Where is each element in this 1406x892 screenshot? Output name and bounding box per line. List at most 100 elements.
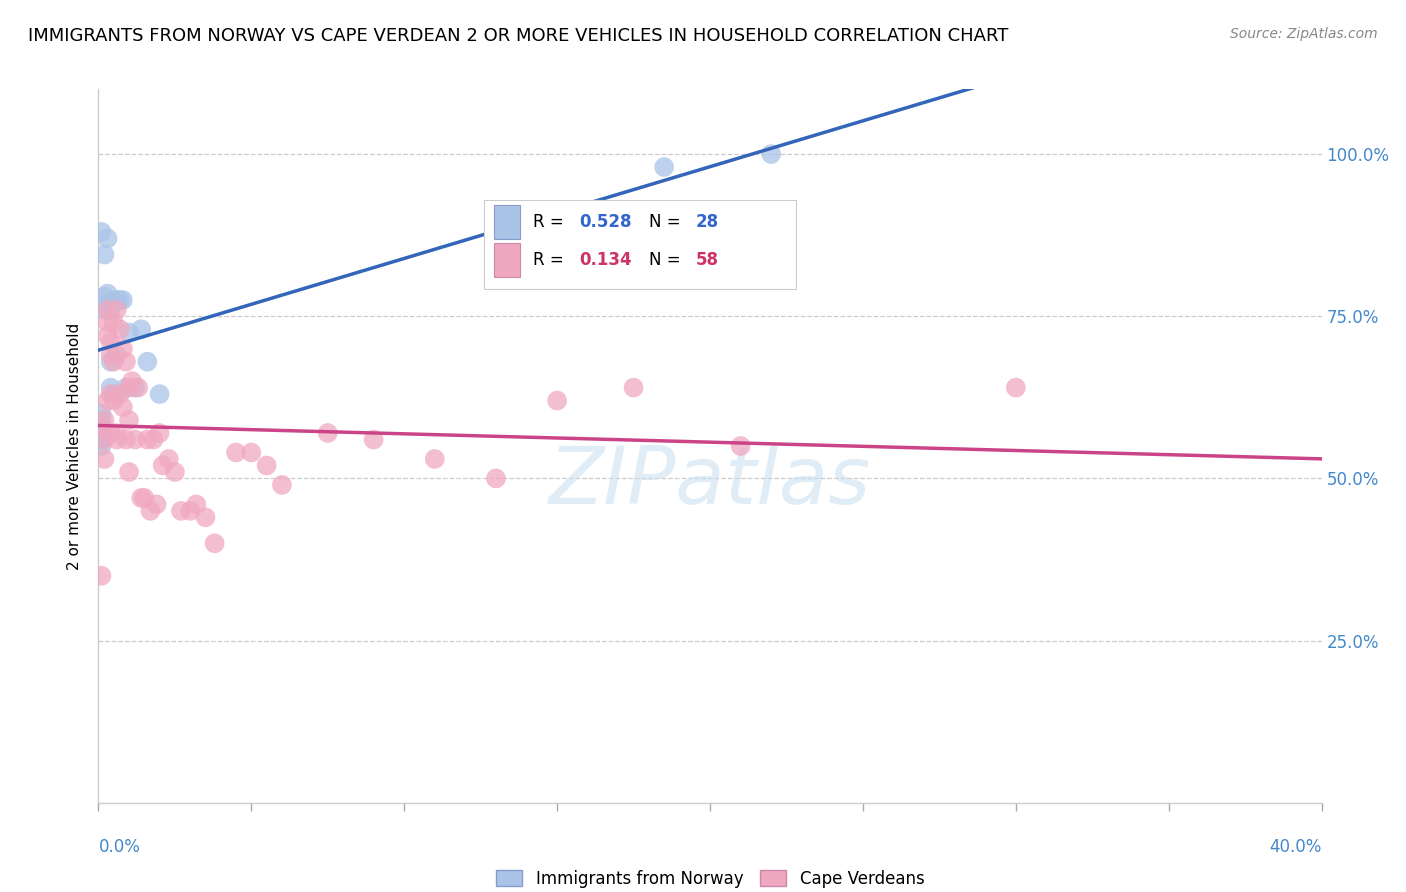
Point [90, 439, 112, 453]
Text: 40.0%: 40.0% [1270, 838, 1322, 856]
Point [124, 433, 146, 447]
Point [105, 433, 128, 447]
Point [105, 348, 128, 362]
Text: 28: 28 [696, 213, 718, 231]
Point [93, 452, 115, 467]
Point [103, 316, 125, 330]
Point [136, 433, 159, 447]
Point [97, 328, 120, 343]
Point [152, 458, 174, 473]
Point [105, 293, 128, 307]
Text: R =: R = [533, 213, 568, 231]
Point [90, 433, 112, 447]
Point [546, 393, 568, 408]
Point [108, 293, 131, 307]
Point [124, 381, 146, 395]
Point [129, 322, 152, 336]
Point [90, 423, 112, 437]
Point [170, 504, 193, 518]
Text: N =: N = [650, 251, 686, 268]
Point [115, 433, 138, 447]
Point [105, 425, 128, 440]
Point [97, 296, 120, 310]
Text: 0.134: 0.134 [579, 251, 631, 268]
Y-axis label: 2 or more Vehicles in Household: 2 or more Vehicles in Household [67, 322, 83, 570]
Point [179, 504, 201, 518]
Text: 0.0%: 0.0% [98, 838, 141, 856]
Text: R =: R = [533, 251, 568, 268]
Point [97, 286, 120, 301]
Point [139, 504, 162, 518]
Text: Source: ZipAtlas.com: Source: ZipAtlas.com [1230, 27, 1378, 41]
Point [115, 354, 138, 368]
Point [93, 413, 115, 427]
Point [97, 393, 120, 408]
Point [90, 413, 112, 427]
Point [134, 491, 156, 505]
Point [316, 425, 339, 440]
Point [270, 478, 292, 492]
Point [103, 354, 125, 368]
Point [90, 419, 112, 434]
Point [121, 374, 143, 388]
Point [129, 491, 152, 505]
Point [105, 302, 128, 317]
FancyBboxPatch shape [484, 200, 796, 289]
Point [111, 400, 134, 414]
Point [652, 160, 675, 174]
Point [127, 381, 149, 395]
Point [111, 293, 134, 307]
Point [100, 387, 122, 401]
Point [142, 433, 165, 447]
Point [240, 445, 263, 459]
Point [256, 458, 278, 473]
Point [97, 316, 120, 330]
Point [115, 381, 138, 395]
Point [100, 354, 122, 368]
Point [93, 290, 115, 304]
FancyBboxPatch shape [494, 205, 520, 239]
Point [97, 231, 120, 245]
Text: ZIPatlas: ZIPatlas [548, 442, 872, 521]
Point [1004, 381, 1026, 395]
Point [90, 225, 112, 239]
Point [93, 433, 115, 447]
Point [97, 302, 120, 317]
Point [90, 407, 112, 421]
Point [485, 471, 508, 485]
Point [225, 445, 247, 459]
Point [136, 354, 159, 368]
Point [100, 348, 122, 362]
Point [111, 342, 134, 356]
Point [90, 568, 112, 582]
Point [423, 452, 446, 467]
Point [100, 335, 122, 350]
Point [623, 381, 645, 395]
Point [108, 322, 131, 336]
Point [100, 425, 122, 440]
Legend: Immigrants from Norway, Cape Verdeans: Immigrants from Norway, Cape Verdeans [489, 863, 931, 892]
Point [118, 381, 141, 395]
Point [730, 439, 752, 453]
Point [118, 413, 141, 427]
Point [149, 425, 172, 440]
Text: IMMIGRANTS FROM NORWAY VS CAPE VERDEAN 2 OR MORE VEHICLES IN HOUSEHOLD CORRELATI: IMMIGRANTS FROM NORWAY VS CAPE VERDEAN 2… [28, 27, 1008, 45]
Text: N =: N = [650, 213, 686, 231]
Point [100, 381, 122, 395]
Point [103, 393, 125, 408]
Point [103, 387, 125, 401]
Text: 0.528: 0.528 [579, 213, 631, 231]
Point [194, 510, 217, 524]
Point [204, 536, 226, 550]
Point [163, 465, 186, 479]
Point [108, 387, 131, 401]
Point [118, 326, 141, 340]
FancyBboxPatch shape [494, 243, 520, 277]
Point [93, 247, 115, 261]
Point [363, 433, 385, 447]
Point [186, 497, 208, 511]
Point [149, 387, 172, 401]
Text: 58: 58 [696, 251, 718, 268]
Point [157, 452, 180, 467]
Point [145, 497, 167, 511]
